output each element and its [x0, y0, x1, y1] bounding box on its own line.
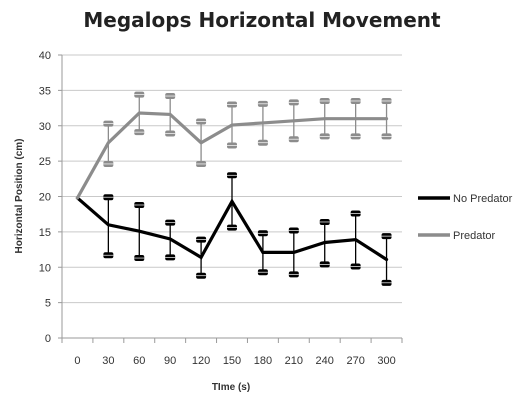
y-tick-label: 35 [39, 85, 51, 97]
y-tick-label: 5 [45, 298, 51, 310]
y-tick-label: 0 [45, 333, 51, 345]
x-tick-label: 0 [74, 355, 80, 367]
x-tick-label: 270 [346, 355, 364, 367]
x-tick-label: 120 [192, 355, 210, 367]
x-tick-label: 150 [223, 355, 241, 367]
legend: No Predator Predator [418, 193, 513, 242]
y-tick-label: 10 [39, 262, 51, 274]
y-tick-label: 20 [39, 192, 51, 204]
axes: 0 5 10 15 20 25 30 35 40 0 30 60 90 120 150 180 210 240 27… [39, 50, 403, 367]
series-no-predator [75, 172, 392, 286]
series-line [75, 111, 389, 200]
y-tick-label: 40 [39, 50, 51, 62]
series-predator [75, 91, 392, 200]
y-axis-label: Horizontal Position (cm) [14, 139, 25, 254]
x-tick-label: 60 [133, 355, 145, 367]
x-tick-label: 240 [316, 355, 334, 367]
y-tick-label: 15 [39, 227, 51, 239]
y-tick-label: 25 [39, 156, 51, 168]
series [75, 91, 392, 286]
x-tick-label: 90 [164, 355, 176, 367]
series-line [75, 196, 389, 262]
legend-label: No Predator [453, 193, 513, 205]
x-tick-label: 210 [285, 355, 303, 367]
x-tick-label: 300 [377, 355, 395, 367]
y-tick-label: 30 [39, 121, 51, 133]
legend-label: Predator [453, 230, 496, 242]
chart-title: Megalops Horizontal Movement [83, 8, 441, 32]
x-tick-label: 180 [254, 355, 272, 367]
x-axis-label: TIme (s) [212, 382, 250, 393]
x-tick-label: 30 [102, 355, 114, 367]
